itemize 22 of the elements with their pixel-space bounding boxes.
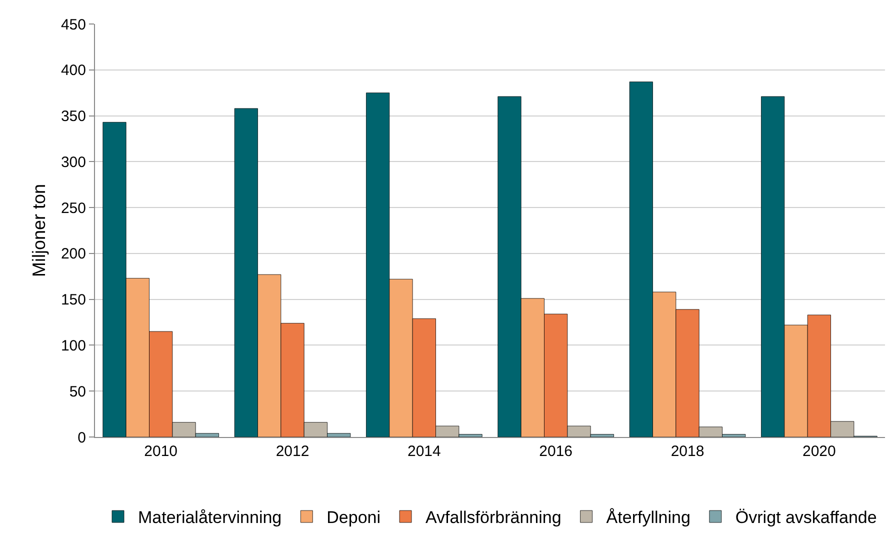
y-tick-label: 400: [60, 62, 86, 80]
y-tick-label: 50: [69, 383, 86, 400]
y-tick-label: 0: [78, 429, 86, 446]
y-tick-label: 450: [60, 16, 86, 34]
y-tick-label: 150: [60, 292, 86, 309]
y-axis-title: Miljoner ton: [29, 184, 50, 278]
legend-label: Deponi: [326, 508, 381, 528]
x-tick-label: 2014: [407, 443, 441, 460]
x-tick-label: 2020: [802, 443, 836, 460]
y-tick-label: 300: [60, 154, 86, 171]
legend-label: Återfyllning: [606, 508, 690, 528]
legend-label: Avfallsförbränning: [426, 508, 562, 528]
legend-label: Övrigt avskaffande: [735, 508, 877, 528]
x-tick-label: 2010: [144, 443, 178, 460]
y-tick-label: 200: [60, 246, 86, 263]
y-tick-label: 350: [60, 108, 86, 126]
x-tick-label: 2012: [276, 443, 310, 460]
x-tick-label: 2016: [539, 443, 573, 460]
x-tick-label: 2018: [670, 443, 704, 460]
legend-label: Materialåtervinning: [138, 508, 282, 528]
y-tick-label: 100: [60, 337, 86, 354]
y-tick-label: 250: [60, 200, 86, 217]
